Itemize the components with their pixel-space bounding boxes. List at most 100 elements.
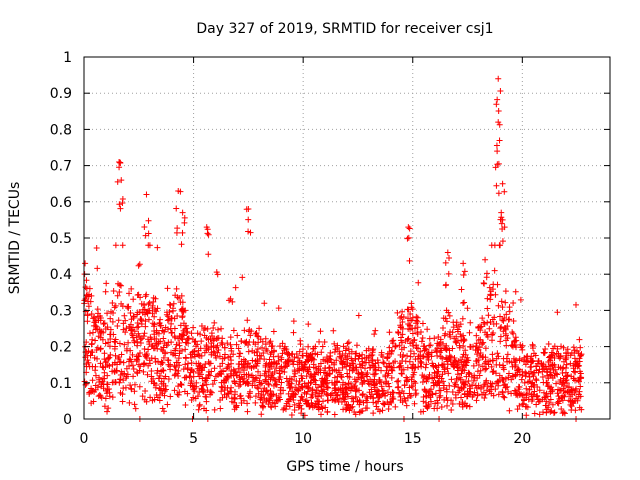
data-point — [266, 356, 273, 363]
data-point — [440, 315, 447, 322]
data-point — [349, 403, 356, 410]
data-point — [270, 382, 277, 389]
data-point — [112, 242, 119, 249]
data-point — [183, 374, 190, 381]
data-point — [490, 320, 497, 327]
data-point — [495, 119, 502, 126]
data-point — [283, 400, 290, 407]
data-point — [254, 345, 261, 352]
data-point — [418, 338, 425, 345]
data-point — [533, 363, 540, 370]
y-tick-label: 0.4 — [50, 267, 72, 283]
data-point — [111, 359, 118, 366]
data-point — [577, 344, 584, 351]
data-point — [462, 347, 469, 354]
x-tick-label: 5 — [189, 431, 198, 447]
data-point — [262, 368, 269, 375]
data-point — [302, 398, 309, 405]
data-point — [91, 354, 98, 361]
data-point — [458, 394, 465, 401]
data-point — [180, 366, 187, 373]
data-point — [568, 406, 575, 413]
data-point — [527, 368, 534, 375]
data-point — [336, 395, 343, 402]
data-point — [199, 375, 206, 382]
data-point — [449, 401, 456, 408]
data-point — [348, 404, 355, 411]
data-point — [101, 320, 108, 327]
data-point — [549, 401, 556, 408]
data-point — [123, 347, 130, 354]
data-point — [95, 393, 102, 400]
data-point — [508, 376, 515, 383]
data-point — [375, 394, 382, 401]
data-point — [236, 353, 243, 360]
data-point — [173, 359, 180, 366]
data-point — [176, 332, 183, 339]
data-point — [315, 401, 322, 408]
data-point — [407, 310, 414, 317]
data-point — [84, 311, 91, 318]
data-point — [384, 364, 391, 371]
data-point — [486, 325, 493, 332]
data-point — [502, 375, 509, 382]
data-point — [253, 349, 260, 356]
data-point — [423, 403, 430, 410]
data-point — [318, 377, 325, 384]
data-point — [202, 361, 209, 368]
data-point — [164, 401, 171, 408]
data-point — [379, 353, 386, 360]
data-point — [274, 398, 281, 405]
data-point — [554, 309, 561, 316]
data-point — [275, 353, 282, 360]
data-point — [271, 359, 278, 366]
data-point — [421, 347, 428, 354]
data-point — [369, 351, 376, 358]
data-point — [521, 379, 528, 386]
data-point — [85, 348, 92, 355]
data-point — [275, 305, 282, 312]
data-point — [576, 336, 583, 343]
data-point — [575, 362, 582, 369]
data-point — [130, 365, 137, 372]
data-point — [99, 336, 106, 343]
data-point — [395, 330, 402, 337]
data-point — [116, 288, 123, 295]
data-point — [223, 394, 230, 401]
data-point — [345, 339, 352, 346]
data-point — [406, 225, 413, 232]
data-point — [127, 382, 134, 389]
data-point — [502, 288, 509, 295]
data-point — [489, 337, 496, 344]
data-point — [460, 260, 467, 267]
data-point — [134, 342, 141, 349]
data-point — [111, 338, 118, 345]
data-point — [339, 381, 346, 388]
data-point — [153, 392, 160, 399]
data-point — [477, 350, 484, 357]
data-point — [408, 376, 415, 383]
data-point — [116, 340, 123, 347]
data-point — [227, 334, 234, 341]
data-point — [294, 387, 301, 394]
data-point — [505, 388, 512, 395]
data-point — [441, 366, 448, 373]
data-point — [253, 330, 260, 337]
data-point — [196, 403, 203, 410]
data-point — [181, 219, 188, 226]
data-point — [400, 390, 407, 397]
data-point — [460, 272, 467, 279]
data-point — [95, 310, 102, 317]
data-point — [494, 378, 501, 385]
data-point — [146, 242, 153, 249]
data-point — [340, 394, 347, 401]
data-point — [464, 388, 471, 395]
data-point — [146, 307, 153, 314]
data-point — [542, 402, 549, 409]
data-point — [401, 381, 408, 388]
data-point — [293, 386, 300, 393]
data-point — [577, 383, 584, 390]
data-point — [489, 286, 496, 293]
data-point — [270, 353, 277, 360]
data-point — [116, 354, 123, 361]
